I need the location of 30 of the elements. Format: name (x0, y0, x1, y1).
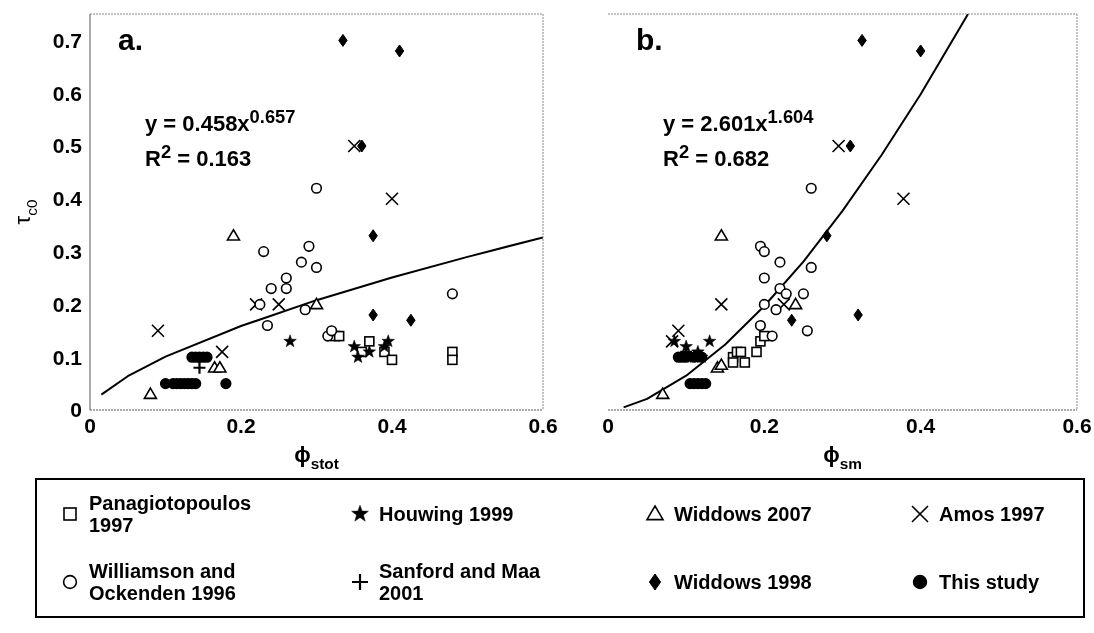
annotation: a. (118, 23, 144, 57)
x-tick-label: 0.4 (906, 413, 936, 437)
x-tick-label: 0.2 (749, 413, 779, 437)
y-tick-label: 0.3 (52, 240, 82, 264)
annotation: y = 0.458x$^{0.657}$ (145, 106, 296, 138)
x-tick-label: 0.4 (377, 413, 407, 437)
y-axis-title: τc0 (10, 199, 40, 225)
y-tick-label: 0.4 (52, 187, 83, 211)
legend-label: Amos 1997 (939, 503, 1045, 525)
legend-label: Williamson and Ockenden 1996 (89, 560, 237, 604)
x-tick-label: 0 (602, 413, 614, 437)
y-tick-label: 0 (70, 398, 82, 422)
y-tick-label: 0.6 (52, 81, 82, 105)
annotation: R$^{2}$ = 0.682 (663, 141, 770, 173)
annotation: R$^{2}$ = 0.163 (145, 141, 252, 173)
legend-label: This study (939, 571, 1040, 593)
x-tick-label: 0.6 (1062, 413, 1092, 437)
annotation: b. (636, 23, 663, 57)
legend-label: Sanford and Maa 2001 (379, 560, 542, 604)
legend-label: Houwing 1999 (379, 503, 514, 525)
legend-label: Widdows 1998 (674, 571, 812, 593)
y-tick-label: 0.5 (52, 134, 83, 158)
y-tick-label: 0.2 (52, 292, 82, 316)
legend-label: Panagiotopoulos 1997 (89, 492, 253, 536)
y-tick-label: 0.7 (52, 28, 82, 52)
x-tick-label: 0.2 (226, 413, 256, 437)
legend-label: Widdows 2007 (674, 503, 812, 525)
annotation: y = 2.601x$^{1.604}$ (663, 106, 814, 138)
y-tick-label: 0.1 (52, 345, 83, 369)
x-tick-label: 0.6 (528, 413, 558, 437)
